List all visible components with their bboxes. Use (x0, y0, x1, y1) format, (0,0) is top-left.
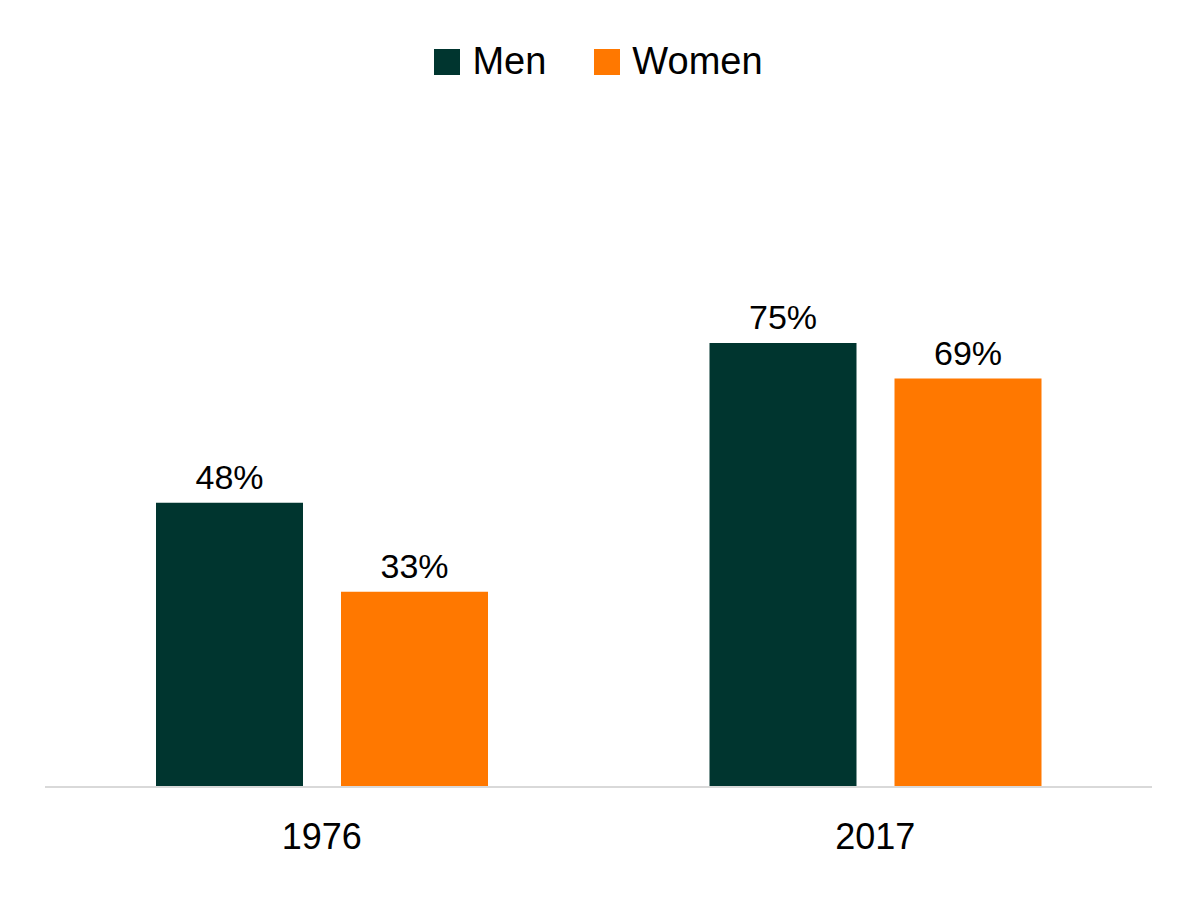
svg-text:1976: 1976 (282, 816, 362, 857)
html-text:Men: Men (472, 40, 547, 82)
html-text:Women: Women (632, 40, 763, 82)
svg-text:69%: 69% (934, 334, 1002, 372)
svg-text:75%: 75% (749, 298, 817, 336)
svg-text:2017: 2017 (835, 816, 915, 857)
svg-text:48%: 48% (195, 458, 263, 496)
svg-text:33%: 33% (380, 547, 448, 585)
